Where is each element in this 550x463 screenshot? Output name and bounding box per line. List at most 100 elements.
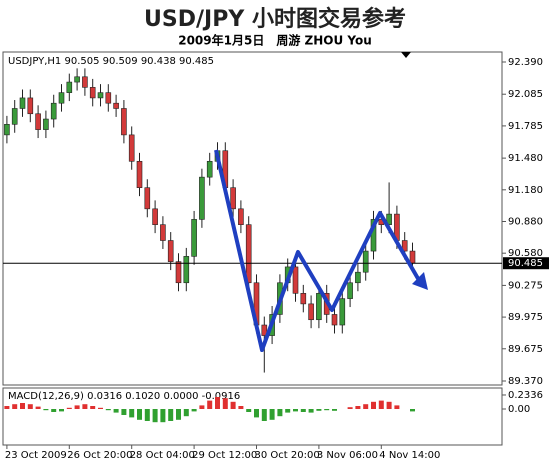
- macd-bar: [207, 400, 213, 409]
- macd-bar: [386, 401, 392, 409]
- candle-body: [183, 256, 190, 284]
- macd-bar: [191, 409, 197, 412]
- y-tick-label: 91.785: [508, 121, 543, 132]
- candle-body: [97, 92, 104, 99]
- macd-bar: [144, 409, 150, 421]
- candle-body: [206, 160, 213, 178]
- candle-body: [331, 314, 338, 326]
- y-tick-label: 0.2336: [508, 390, 543, 401]
- candle-body: [316, 293, 322, 321]
- candle-body: [82, 76, 88, 88]
- candle-body: [19, 97, 26, 109]
- macd-bar: [113, 409, 119, 413]
- macd-bar: [316, 409, 322, 411]
- macd-bar: [324, 409, 330, 411]
- x-tick-label: 28 Oct 04:00: [130, 450, 195, 461]
- candle-body: [230, 187, 236, 210]
- macd-bar: [277, 409, 283, 417]
- macd-bar: [98, 407, 103, 409]
- macd-bar: [168, 409, 174, 421]
- candle-body: [128, 134, 135, 162]
- price-panel-title: USDJPY,H1 90.505 90.509 90.438 90.485: [8, 56, 214, 67]
- trend-arrowhead: [412, 272, 428, 290]
- macd-bar: [293, 409, 298, 412]
- y-tick-label: 0.00: [508, 404, 530, 415]
- candle-body: [113, 102, 119, 109]
- macd-bar: [20, 403, 25, 409]
- macd-bar: [394, 405, 400, 409]
- macd-bar: [43, 409, 49, 411]
- page-subtitle: 2009年1月5日 周游 ZHOU You: [178, 33, 372, 48]
- x-tick-label: 30 Oct 20:00: [255, 450, 320, 461]
- candle-body: [144, 187, 151, 210]
- macd-bar: [308, 409, 314, 413]
- macd-bar: [27, 404, 33, 409]
- x-tick-label: 3 Nov 06:00: [317, 450, 378, 461]
- macd-bar: [82, 404, 88, 409]
- macd-bar: [74, 405, 80, 409]
- macd-bar: [66, 407, 72, 409]
- macd-bar: [222, 398, 228, 409]
- macd-bar: [254, 409, 259, 418]
- y-tick-label: 92.390: [508, 57, 543, 68]
- candle-body: [66, 81, 73, 93]
- y-tick-label: 91.480: [508, 153, 543, 164]
- candle-body: [401, 240, 408, 252]
- candle-body: [347, 282, 353, 299]
- last-price-label: 90.485: [508, 258, 543, 269]
- y-tick-label: 90.275: [508, 280, 543, 291]
- macd-bar: [137, 409, 142, 420]
- macd-bar: [371, 401, 376, 409]
- candle-body: [105, 92, 112, 104]
- candle-body: [261, 324, 268, 336]
- candle-body: [409, 250, 416, 264]
- candle-body: [300, 293, 307, 305]
- macd-bar: [35, 406, 41, 409]
- y-tick-label: 89.675: [508, 344, 543, 355]
- y-tick-label: 89.370: [508, 376, 543, 387]
- candle-body: [152, 208, 158, 225]
- candle-body: [238, 208, 244, 225]
- candle-body: [89, 87, 96, 99]
- macd-bar: [355, 406, 361, 409]
- candle-body: [136, 160, 143, 188]
- macd-bar: [4, 406, 10, 409]
- macd-bar: [363, 404, 369, 409]
- macd-bar: [410, 409, 415, 412]
- macd-bar: [12, 404, 18, 409]
- candle-body: [167, 240, 174, 262]
- candle-body: [245, 224, 252, 284]
- macd-bar: [261, 409, 267, 421]
- macd-panel-title: MACD(12,26,9) 0.0316 0.1020 0.0000 -0.09…: [8, 391, 240, 402]
- y-tick-label: 90.580: [508, 248, 543, 259]
- candle-body: [74, 76, 80, 83]
- macd-bar: [199, 405, 205, 409]
- x-tick-label: 4 Nov 14:00: [379, 450, 440, 461]
- trend-zigzag: [214, 149, 422, 352]
- price-panel: [2, 51, 503, 386]
- macd-bar: [59, 409, 64, 412]
- last-price-box: [503, 257, 549, 270]
- macd-bar: [105, 409, 111, 411]
- macd-bar: [51, 409, 57, 412]
- candle-body: [292, 266, 299, 294]
- candle-body: [11, 108, 18, 125]
- y-tick-label: 90.880: [508, 217, 543, 228]
- candle-body: [191, 219, 197, 257]
- macd-bar: [378, 400, 384, 409]
- candle-body: [175, 261, 182, 284]
- candle-body: [121, 108, 127, 136]
- x-tick-label: 29 Oct 12:00: [192, 450, 257, 461]
- macd-bar: [90, 406, 96, 409]
- macd-bar: [246, 409, 252, 412]
- macd-bar: [269, 409, 275, 420]
- page-title: USD/JPY 小时图交易参考: [144, 6, 406, 32]
- y-tick-label: 91.180: [508, 185, 543, 196]
- macd-bar: [238, 406, 244, 409]
- macd-bar: [230, 401, 236, 409]
- macd-bar: [152, 409, 158, 423]
- y-tick-label: 89.975: [508, 312, 543, 323]
- macd-bar: [285, 409, 291, 413]
- candle-body: [43, 118, 49, 130]
